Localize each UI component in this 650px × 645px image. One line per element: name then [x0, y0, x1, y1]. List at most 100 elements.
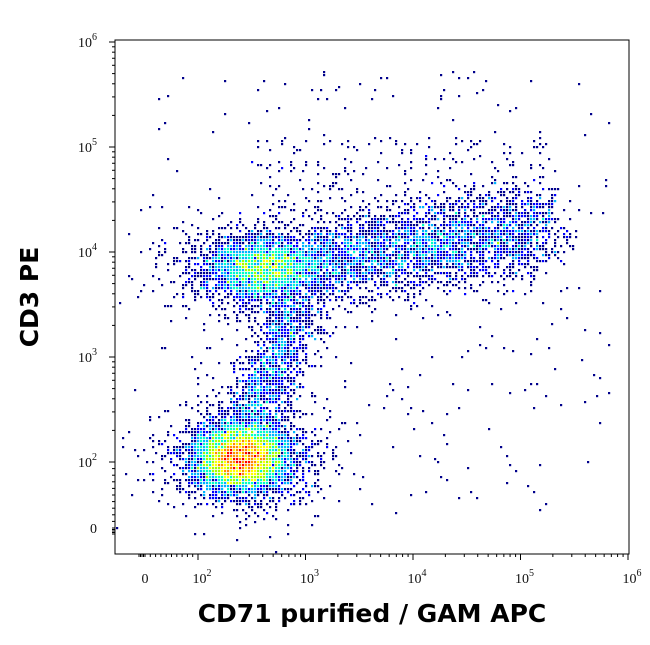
event-dot — [551, 248, 554, 251]
event-dot — [512, 230, 515, 233]
event-dot — [269, 449, 272, 452]
event-dot — [251, 254, 254, 257]
event-dot — [251, 269, 254, 272]
event-dot — [275, 551, 278, 554]
event-dot — [536, 242, 539, 245]
event-dot — [257, 140, 260, 143]
event-dot — [200, 443, 203, 446]
event-dot — [542, 215, 545, 218]
event-dot — [383, 266, 386, 269]
event-dot — [383, 263, 386, 266]
event-dot — [356, 242, 359, 245]
event-dot — [242, 263, 245, 266]
event-dot — [518, 188, 521, 191]
event-dot — [278, 311, 281, 314]
event-dot — [482, 89, 485, 92]
event-dot — [293, 458, 296, 461]
event-dot — [233, 410, 236, 413]
event-dot — [224, 440, 227, 443]
event-dot — [380, 140, 383, 143]
event-dot — [293, 299, 296, 302]
event-dot — [368, 233, 371, 236]
event-dot — [257, 221, 260, 224]
event-dot — [224, 419, 227, 422]
event-dot — [260, 164, 263, 167]
event-dot — [305, 482, 308, 485]
event-dot — [284, 341, 287, 344]
event-dot — [308, 305, 311, 308]
event-dot — [530, 272, 533, 275]
event-dot — [242, 275, 245, 278]
event-dot — [233, 395, 236, 398]
event-dot — [287, 455, 290, 458]
event-dot — [515, 275, 518, 278]
event-dot — [470, 254, 473, 257]
event-dot — [254, 275, 257, 278]
event-dot — [479, 203, 482, 206]
event-dot — [191, 440, 194, 443]
event-dot — [242, 380, 245, 383]
event-dot — [332, 248, 335, 251]
event-dot — [281, 290, 284, 293]
event-dot — [452, 71, 455, 74]
event-dot — [299, 440, 302, 443]
event-dot — [422, 179, 425, 182]
event-dot — [233, 485, 236, 488]
event-dot — [242, 446, 245, 449]
event-dot — [287, 365, 290, 368]
event-dot — [242, 455, 245, 458]
event-dot — [251, 326, 254, 329]
event-dot — [440, 230, 443, 233]
event-dot — [293, 275, 296, 278]
event-dot — [314, 242, 317, 245]
event-dot — [299, 500, 302, 503]
event-dot — [539, 194, 542, 197]
event-dot — [401, 224, 404, 227]
event-dot — [278, 314, 281, 317]
event-dot — [506, 209, 509, 212]
event-dot — [287, 386, 290, 389]
event-dot — [260, 272, 263, 275]
event-dot — [491, 236, 494, 239]
event-dot — [149, 206, 152, 209]
event-dot — [530, 284, 533, 287]
event-dot — [308, 461, 311, 464]
event-dot — [281, 341, 284, 344]
event-dot — [152, 479, 155, 482]
event-dot — [440, 251, 443, 254]
event-dot — [206, 239, 209, 242]
event-dot — [284, 83, 287, 86]
event-dot — [464, 218, 467, 221]
event-dot — [428, 233, 431, 236]
event-dot — [401, 248, 404, 251]
event-dot — [464, 185, 467, 188]
event-dot — [290, 401, 293, 404]
event-dot — [398, 254, 401, 257]
event-dot — [203, 284, 206, 287]
event-dot — [407, 224, 410, 227]
event-dot — [485, 239, 488, 242]
event-dot — [299, 338, 302, 341]
event-dot — [260, 380, 263, 383]
event-dot — [278, 239, 281, 242]
event-dot — [380, 230, 383, 233]
event-dot — [209, 245, 212, 248]
event-dot — [470, 191, 473, 194]
event-dot — [473, 257, 476, 260]
event-dot — [149, 248, 152, 251]
event-dot — [245, 266, 248, 269]
event-dot — [395, 251, 398, 254]
event-dot — [206, 287, 209, 290]
event-dot — [284, 314, 287, 317]
event-dot — [236, 320, 239, 323]
event-dot — [404, 299, 407, 302]
event-dot — [188, 236, 191, 239]
event-dot — [302, 458, 305, 461]
event-dot — [263, 425, 266, 428]
event-dot — [206, 269, 209, 272]
event-dot — [389, 215, 392, 218]
event-dot — [293, 350, 296, 353]
event-dot — [368, 242, 371, 245]
event-dot — [455, 200, 458, 203]
event-dot — [326, 233, 329, 236]
